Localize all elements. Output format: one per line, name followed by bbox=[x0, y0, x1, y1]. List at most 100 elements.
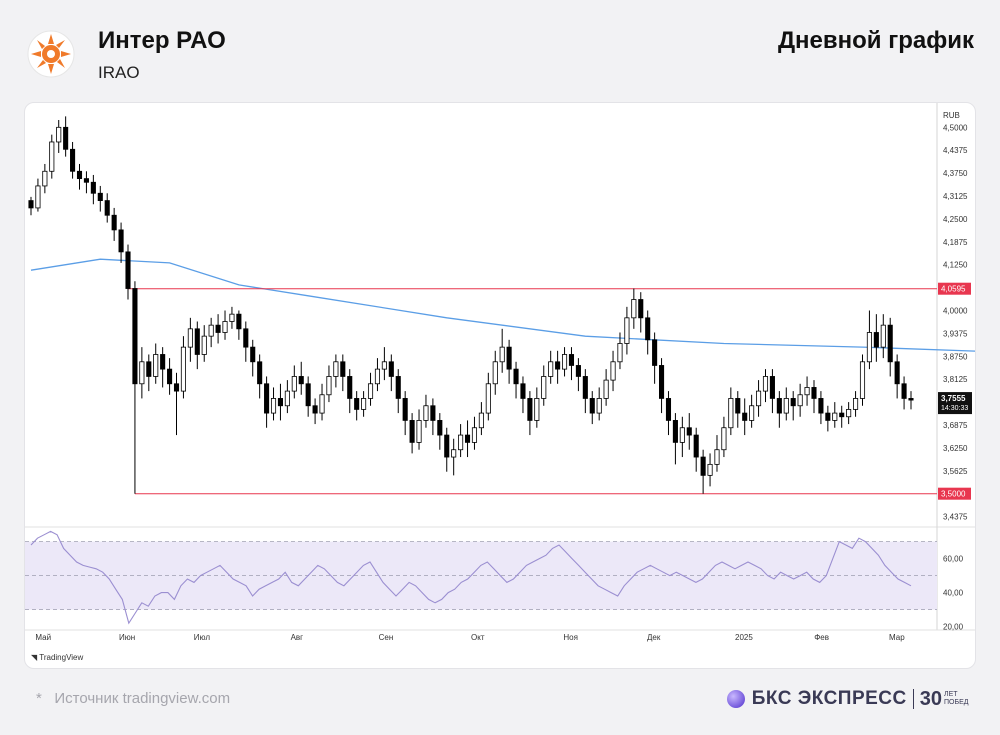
candle-body bbox=[742, 412, 748, 421]
time-axis-label: 2025 bbox=[735, 633, 753, 642]
time-axis-label: Сен bbox=[379, 633, 394, 642]
candle-body bbox=[367, 383, 374, 399]
last-price-time: 14:30:33 bbox=[941, 405, 968, 412]
candle-body bbox=[624, 317, 630, 344]
candle-body bbox=[298, 376, 304, 385]
candle-body bbox=[118, 229, 124, 253]
candle-body bbox=[333, 361, 339, 377]
time-axis-label: Мар bbox=[889, 633, 905, 642]
bks-years: 30 bbox=[919, 687, 942, 710]
price-axis-tick-label: 4,1875 bbox=[943, 238, 968, 247]
candle-body bbox=[215, 324, 221, 333]
candle-body bbox=[541, 376, 547, 399]
candle-body bbox=[853, 398, 859, 410]
candle-body bbox=[645, 317, 651, 341]
candle-body bbox=[866, 332, 872, 363]
candle-body bbox=[111, 214, 117, 231]
price-axis-currency: RUB bbox=[943, 111, 960, 120]
candle-body bbox=[208, 324, 214, 337]
source-note: * Источник tradingview.com bbox=[36, 690, 230, 707]
candle-body bbox=[35, 185, 41, 209]
candle-body bbox=[187, 328, 193, 348]
candle-body bbox=[589, 398, 595, 414]
candle-body bbox=[492, 361, 498, 385]
candle-body bbox=[617, 343, 623, 363]
candle-body bbox=[361, 398, 367, 410]
candle-body bbox=[596, 398, 602, 414]
candle-body bbox=[555, 361, 561, 370]
candle-body bbox=[693, 434, 699, 458]
candle-body bbox=[90, 181, 96, 194]
last-price-label: 3,7555 bbox=[941, 394, 966, 403]
candle-body bbox=[97, 192, 103, 201]
candle-body bbox=[894, 361, 900, 385]
rsi-axis-tick-label: 60,00 bbox=[943, 555, 964, 564]
candle-body bbox=[284, 390, 290, 407]
candle-body bbox=[561, 354, 568, 370]
time-axis-label: Май bbox=[35, 633, 51, 642]
price-axis-tick-label: 3,8750 bbox=[943, 352, 968, 361]
candle-body bbox=[776, 398, 782, 414]
candle-body bbox=[28, 200, 34, 209]
candle-body bbox=[485, 383, 491, 414]
candle-body bbox=[499, 346, 505, 363]
candle-body bbox=[471, 427, 478, 443]
candle-body bbox=[513, 368, 519, 385]
candle-body bbox=[42, 170, 48, 187]
ticker-symbol: IRAO bbox=[98, 63, 140, 82]
price-axis-tick-label: 4,3750 bbox=[943, 169, 968, 178]
candle-body bbox=[686, 427, 692, 436]
candle-body bbox=[478, 412, 484, 429]
candle-body bbox=[610, 361, 616, 381]
candle-body bbox=[250, 346, 256, 363]
candle-body bbox=[167, 368, 173, 385]
candle-body bbox=[56, 126, 62, 143]
company-name: Интер РАО bbox=[98, 27, 226, 54]
candle-body bbox=[70, 148, 76, 172]
company-logo bbox=[27, 30, 75, 78]
candle-body bbox=[402, 398, 408, 421]
price-axis-tick-label: 4,3125 bbox=[943, 192, 968, 201]
candle-body bbox=[548, 361, 554, 377]
candle-body bbox=[125, 251, 131, 289]
time-axis-label: Июл bbox=[194, 633, 211, 642]
candle-body bbox=[665, 398, 672, 421]
candle-body bbox=[534, 398, 540, 421]
price-axis-tick-label: 4,5000 bbox=[943, 123, 968, 132]
candle-body bbox=[880, 324, 886, 348]
candle-body bbox=[568, 354, 575, 366]
price-axis-tick-label: 3,6250 bbox=[943, 444, 968, 453]
candle-body bbox=[464, 434, 471, 443]
rsi-axis-tick-label: 20,00 bbox=[943, 623, 964, 632]
candle-body bbox=[437, 420, 443, 436]
candle-body bbox=[783, 398, 789, 414]
candle-body bbox=[603, 379, 609, 399]
candle-body bbox=[582, 376, 588, 399]
price-axis-tick-label: 3,6875 bbox=[943, 421, 968, 430]
candle-body bbox=[638, 299, 644, 319]
candle-body bbox=[257, 361, 263, 385]
candle-body bbox=[769, 376, 775, 399]
source-text: Источник tradingview.com bbox=[54, 690, 231, 707]
chart-panel: RUB 4,5000 4,4375 4,3750 4,3125 4,2500 4,1875 4… bbox=[24, 102, 976, 669]
candle-body bbox=[749, 405, 755, 421]
candle-body bbox=[728, 398, 734, 429]
candle-body bbox=[347, 376, 353, 399]
bks-orb-icon bbox=[726, 690, 745, 708]
candle-body bbox=[631, 299, 637, 319]
candle-body bbox=[659, 365, 665, 399]
candle-body bbox=[423, 405, 429, 421]
candle-body bbox=[756, 390, 762, 407]
chart-kind-title: Дневной график bbox=[777, 27, 974, 54]
candle-body bbox=[575, 365, 581, 377]
price-chart[interactable]: RUB 4,5000 4,4375 4,3750 4,3125 4,2500 4,1875 4… bbox=[25, 103, 975, 668]
candle-body bbox=[652, 339, 658, 366]
moving-average-line bbox=[30, 258, 975, 352]
candle-body bbox=[319, 394, 325, 414]
bks-brand: БКС ЭКСПРЕСС 30 ЛЕТ ПОБЕД bbox=[726, 686, 972, 712]
candle-body bbox=[229, 313, 235, 322]
candle-body bbox=[395, 376, 401, 399]
candle-body bbox=[76, 170, 83, 180]
candle-body bbox=[679, 427, 685, 443]
candle-body bbox=[201, 335, 207, 355]
